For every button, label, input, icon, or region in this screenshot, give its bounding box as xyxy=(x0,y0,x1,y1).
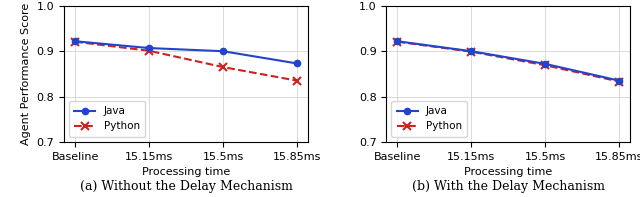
Text: (a) Without the Delay Mechanism: (a) Without the Delay Mechanism xyxy=(79,180,292,193)
Python xyxy=(220,66,227,68)
Legend: Java, Python: Java, Python xyxy=(392,101,467,137)
X-axis label: Processing time: Processing time xyxy=(142,167,230,177)
Java xyxy=(71,40,79,42)
Y-axis label: Agent Performance Score: Agent Performance Score xyxy=(21,3,31,145)
Text: (b) With the Delay Mechanism: (b) With the Delay Mechanism xyxy=(412,180,605,193)
Java xyxy=(616,79,623,82)
Java xyxy=(394,40,401,42)
Java xyxy=(293,62,301,65)
Line: Java: Java xyxy=(72,38,300,67)
Python xyxy=(467,50,475,53)
X-axis label: Processing time: Processing time xyxy=(464,167,552,177)
Python xyxy=(293,79,301,82)
Line: Python: Python xyxy=(394,38,623,85)
Python xyxy=(541,64,549,66)
Legend: Java, Python: Java, Python xyxy=(69,101,145,137)
Java xyxy=(145,47,153,49)
Python xyxy=(71,41,79,43)
Python xyxy=(145,50,153,52)
Line: Java: Java xyxy=(394,38,623,84)
Line: Python: Python xyxy=(71,38,301,85)
Python xyxy=(616,80,623,83)
Java xyxy=(467,50,475,52)
Java xyxy=(541,63,549,65)
Java xyxy=(220,50,227,52)
Python xyxy=(394,41,401,43)
